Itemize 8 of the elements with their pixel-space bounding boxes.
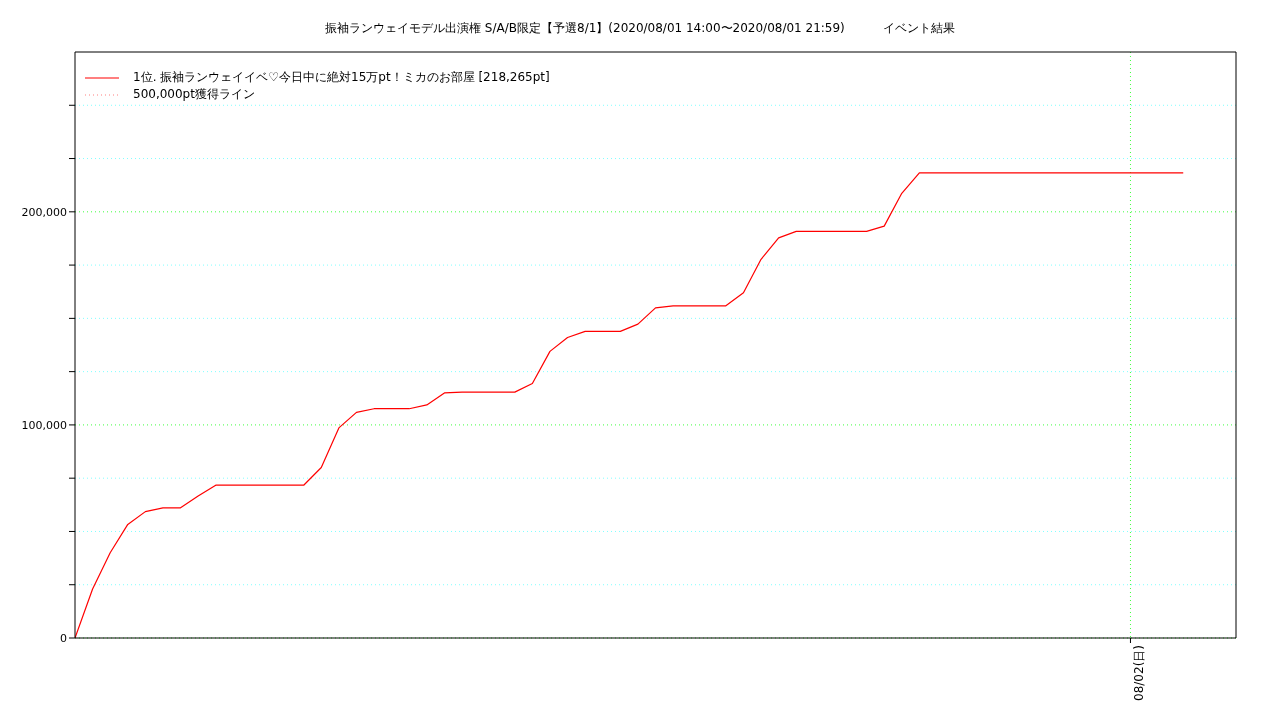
x-tick-label: 08/02(日): [1131, 645, 1146, 701]
y-tick-label: 0: [60, 631, 67, 645]
legend-label: 500,000pt獲得ライン: [133, 86, 255, 103]
y-tick-label: 200,000: [21, 205, 67, 219]
legend-label: 1位. 振袖ランウェイイベ♡今日中に絶対15万pt！ミカのお部屋 [218,265pt]: [133, 69, 550, 86]
line-series: [75, 172, 1184, 638]
y-tick-label: 100,000: [21, 418, 67, 432]
chart-title: 振袖ランウェイモデル出演権 S/A/B限定【予選8/1】(2020/08/01 14:00〜2020/08/01 21:59) イベント結果: [324, 20, 956, 37]
